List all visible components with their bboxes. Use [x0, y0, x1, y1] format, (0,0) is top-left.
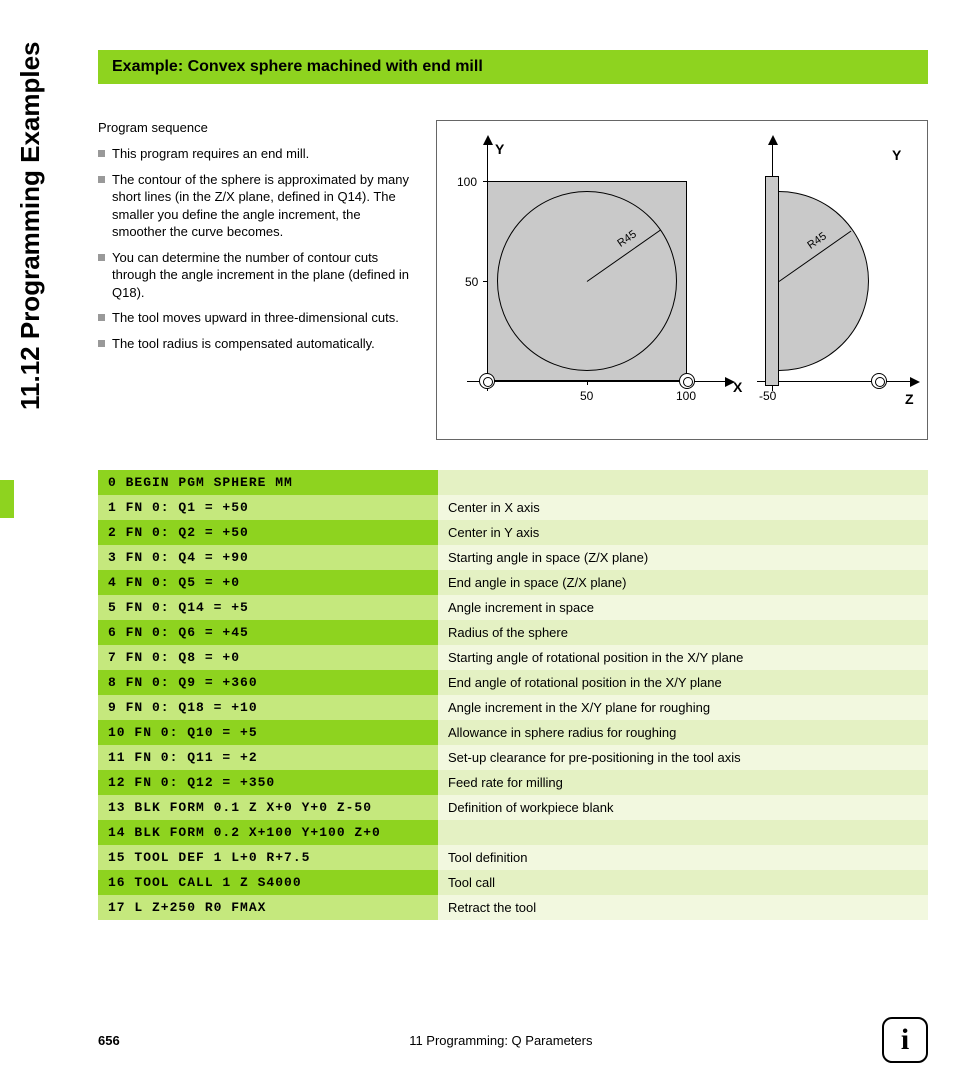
table-row: 12 FN 0: Q12 = +350Feed rate for milling — [98, 770, 928, 795]
table-row: 6 FN 0: Q6 = +45Radius of the sphere — [98, 620, 928, 645]
table-row: 5 FN 0: Q14 = +5Angle increment in space — [98, 595, 928, 620]
list-item: The tool radius is compensated automatic… — [98, 335, 418, 353]
code-cell: 11 FN 0: Q11 = +2 — [98, 745, 438, 770]
desc-cell: Feed rate for milling — [438, 770, 928, 795]
table-row: 2 FN 0: Q2 = +50Center in Y axis — [98, 520, 928, 545]
page-number: 656 — [98, 1033, 120, 1048]
code-cell: 17 L Z+250 R0 FMAX — [98, 895, 438, 920]
sequence-list: This program requires an end mill. The c… — [98, 145, 418, 352]
y2-axis-label: Y — [892, 147, 901, 163]
code-cell: 12 FN 0: Q12 = +350 — [98, 770, 438, 795]
list-item: The contour of the sphere is approximate… — [98, 171, 418, 241]
x-tick-label: 50 — [580, 389, 593, 403]
x-tick-label: 100 — [676, 389, 696, 403]
code-cell: 8 FN 0: Q9 = +360 — [98, 670, 438, 695]
list-item: The tool moves upward in three-dimension… — [98, 309, 418, 327]
y-tick-label: 100 — [457, 175, 477, 189]
hole-icon — [871, 373, 887, 389]
sphere-side — [779, 191, 869, 371]
code-cell: 1 FN 0: Q1 = +50 — [98, 495, 438, 520]
desc-cell: Angle increment in space — [438, 595, 928, 620]
desc-cell: Tool call — [438, 870, 928, 895]
x-axis-label: X — [733, 379, 742, 395]
workpiece-side — [765, 176, 779, 386]
code-cell: 9 FN 0: Q18 = +10 — [98, 695, 438, 720]
table-row: 11 FN 0: Q11 = +2Set-up clearance for pr… — [98, 745, 928, 770]
example-title: Example: Convex sphere machined with end… — [98, 50, 928, 84]
desc-cell: End angle of rotational position in the … — [438, 670, 928, 695]
desc-cell: End angle in space (Z/X plane) — [438, 570, 928, 595]
table-row: 1 FN 0: Q1 = +50Center in X axis — [98, 495, 928, 520]
y-axis-arrow-icon — [483, 135, 493, 145]
code-cell: 10 FN 0: Q10 = +5 — [98, 720, 438, 745]
code-cell: 2 FN 0: Q2 = +50 — [98, 520, 438, 545]
list-item: This program requires an end mill. — [98, 145, 418, 163]
sequence-heading: Program sequence — [98, 120, 418, 135]
desc-cell: Angle increment in the X/Y plane for rou… — [438, 695, 928, 720]
table-row: 13 BLK FORM 0.1 Z X+0 Y+0 Z-50Definition… — [98, 795, 928, 820]
table-row: 8 FN 0: Q9 = +360End angle of rotational… — [98, 670, 928, 695]
desc-cell: Starting angle in space (Z/X plane) — [438, 545, 928, 570]
desc-cell: Center in Y axis — [438, 520, 928, 545]
desc-cell — [438, 470, 928, 495]
code-cell: 0 BEGIN PGM SPHERE MM — [98, 470, 438, 495]
code-cell: 6 FN 0: Q6 = +45 — [98, 620, 438, 645]
code-cell: 15 TOOL DEF 1 L+0 R+7.5 — [98, 845, 438, 870]
desc-cell: Definition of workpiece blank — [438, 795, 928, 820]
sequence-area: Program sequence This program requires a… — [98, 120, 928, 440]
sequence-text: Program sequence This program requires a… — [98, 120, 418, 440]
code-cell: 13 BLK FORM 0.1 Z X+0 Y+0 Z-50 — [98, 795, 438, 820]
table-row: 3 FN 0: Q4 = +90Starting angle in space … — [98, 545, 928, 570]
code-cell: 14 BLK FORM 0.2 X+100 Y+100 Z+0 — [98, 820, 438, 845]
main-content: Example: Convex sphere machined with end… — [98, 50, 928, 920]
code-cell: 7 FN 0: Q8 = +0 — [98, 645, 438, 670]
table-row: 14 BLK FORM 0.2 X+100 Y+100 Z+0 — [98, 820, 928, 845]
desc-cell: Center in X axis — [438, 495, 928, 520]
info-icon: i — [882, 1017, 928, 1063]
z-axis — [757, 381, 912, 382]
code-cell: 4 FN 0: Q5 = +0 — [98, 570, 438, 595]
page-footer: 656 11 Programming: Q Parameters i — [98, 1017, 928, 1063]
table-row: 9 FN 0: Q18 = +10Angle increment in the … — [98, 695, 928, 720]
section-side-title: 11.12 Programming Examples — [15, 41, 46, 410]
y-tick-label: 50 — [465, 275, 478, 289]
code-cell: 5 FN 0: Q14 = +5 — [98, 595, 438, 620]
code-cell: 16 TOOL CALL 1 Z S4000 — [98, 870, 438, 895]
table-row: 16 TOOL CALL 1 Z S4000Tool call — [98, 870, 928, 895]
desc-cell: Starting angle of rotational position in… — [438, 645, 928, 670]
z-tick-label: -50 — [759, 389, 776, 403]
table-row: 17 L Z+250 R0 FMAXRetract the tool — [98, 895, 928, 920]
table-row: 15 TOOL DEF 1 L+0 R+7.5Tool definition — [98, 845, 928, 870]
y2-axis-arrow-icon — [768, 135, 778, 145]
table-row: 7 FN 0: Q8 = +0Starting angle of rotatio… — [98, 645, 928, 670]
code-cell: 3 FN 0: Q4 = +90 — [98, 545, 438, 570]
list-item: You can determine the number of contour … — [98, 249, 418, 302]
side-accent-bar — [0, 480, 14, 518]
desc-cell — [438, 820, 928, 845]
program-table: 0 BEGIN PGM SPHERE MM1 FN 0: Q1 = +50Cen… — [98, 470, 928, 920]
hole-icon — [479, 373, 495, 389]
desc-cell: Tool definition — [438, 845, 928, 870]
desc-cell: Retract the tool — [438, 895, 928, 920]
table-row: 0 BEGIN PGM SPHERE MM — [98, 470, 928, 495]
technical-diagram: Y X 100 50 50 100 R45 Y Z -50 — [436, 120, 928, 440]
desc-cell: Set-up clearance for pre-positioning in … — [438, 745, 928, 770]
hole-icon — [679, 373, 695, 389]
desc-cell: Radius of the sphere — [438, 620, 928, 645]
table-row: 4 FN 0: Q5 = +0End angle in space (Z/X p… — [98, 570, 928, 595]
z-axis-label: Z — [905, 391, 914, 407]
table-row: 10 FN 0: Q10 = +5Allowance in sphere rad… — [98, 720, 928, 745]
z-axis-arrow-icon — [910, 377, 920, 387]
desc-cell: Allowance in sphere radius for roughing — [438, 720, 928, 745]
chapter-label: 11 Programming: Q Parameters — [409, 1033, 592, 1048]
y-axis-label: Y — [495, 141, 504, 157]
